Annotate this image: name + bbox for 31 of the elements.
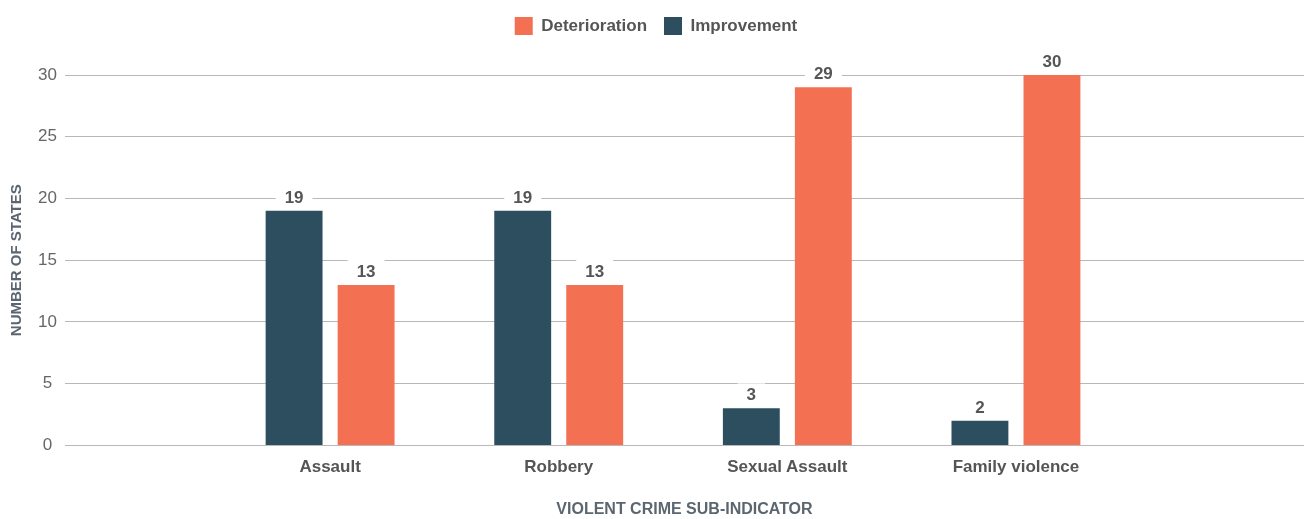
bar [1023,75,1081,445]
data-label: 3 [746,385,757,405]
data-label: 19 [513,187,533,207]
y-tick-label: 5 [42,373,53,393]
y-tick-label: 25 [37,126,57,146]
data-label: 13 [585,261,605,281]
data-label: 2 [975,397,985,417]
bar [337,284,395,445]
bar [265,210,323,445]
y-tick-label: 15 [37,249,57,269]
bar [951,420,1009,445]
y-tick-label: 20 [37,188,57,208]
x-tick-label: Family violence [952,457,1080,477]
data-label: 29 [813,64,833,84]
bar [566,284,624,445]
legend-label: Deterioration [541,15,648,35]
x-tick-label: Robbery [524,457,594,477]
bar [722,408,780,445]
x-axis-title: VIOLENT CRIME SUB-INDICATOR [556,499,814,517]
y-tick-label: 10 [37,311,57,331]
y-axis-title: NUMBER OF STATES [7,184,25,337]
data-label: 13 [356,261,376,281]
data-label: 30 [1042,52,1062,71]
bar [494,210,552,445]
legend-label: Improvement [690,15,798,35]
bar [794,87,852,445]
x-tick-label: Assault [299,457,362,477]
y-tick-label: 0 [42,435,53,455]
data-label: 19 [284,187,304,207]
x-tick-label: Sexual Assault [727,457,848,477]
y-tick-label: 30 [37,64,57,84]
